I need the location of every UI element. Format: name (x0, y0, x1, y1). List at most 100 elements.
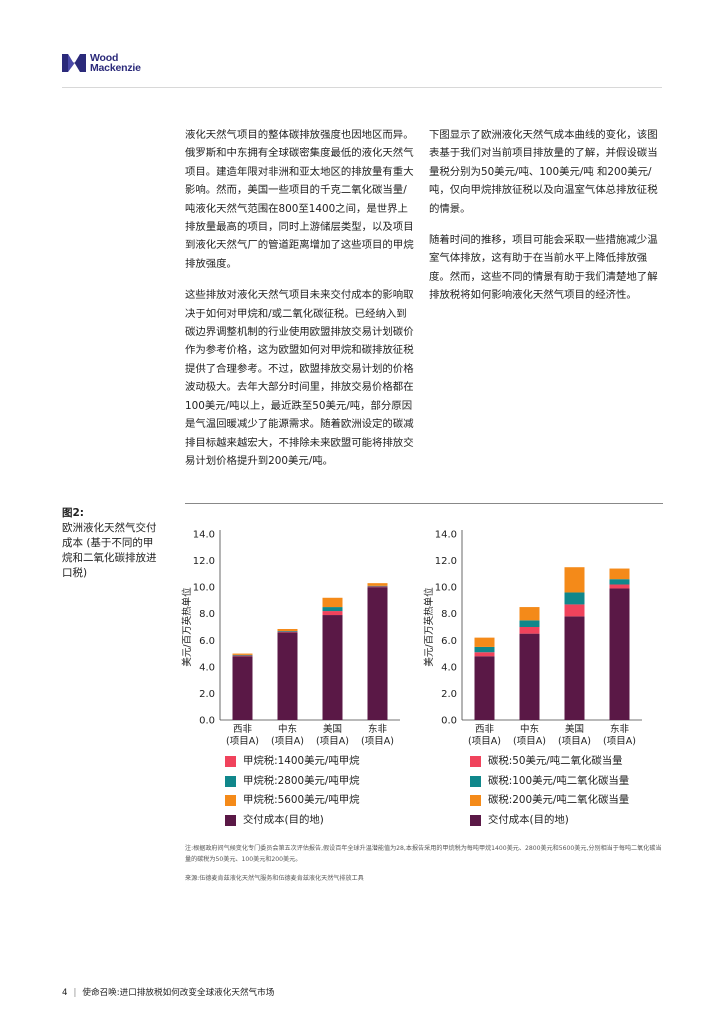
bar-segment (232, 654, 253, 656)
right-text-column: 下图显示了欧洲液化天然气成本曲线的变化，该图表基于我们对当前项目排放量的了解，并… (429, 126, 664, 318)
bar-segment (367, 587, 388, 720)
carbon-tax-chart-svg: 0.02.04.06.08.010.012.014.0美元/百万英热单位西非(项… (423, 530, 642, 747)
y-tick-label: 6.0 (441, 636, 457, 647)
legend-label: 碳税:200美元/吨二氧化碳当量 (488, 794, 630, 806)
figure-number: 图2: (62, 507, 85, 519)
x-tick-label: 西非 (233, 723, 253, 735)
methane-tax-legend: 甲烷税:1400美元/吨甲烷甲烷税:2800美元/吨甲烷甲烷税:5600美元/吨… (225, 752, 360, 830)
y-tick-label: 10.0 (193, 583, 215, 594)
bar-segment (609, 584, 630, 589)
bar-segment (367, 585, 388, 587)
paragraph: 液化天然气项目的整体碳排放强度也因地区而异。俄罗斯和中东拥有全球碳密集度最低的液… (185, 129, 414, 270)
y-tick-label: 4.0 (441, 662, 457, 673)
legend-swatch (470, 814, 481, 826)
legend-swatch (225, 795, 236, 807)
y-tick-label: 8.0 (199, 609, 215, 620)
legend-label: 碳税:100美元/吨二氧化碳当量 (488, 774, 630, 787)
bar-segment (564, 616, 585, 720)
logo-wordmark: Wood Mackenzie (90, 53, 141, 74)
bar-segment (609, 579, 630, 585)
x-tick-label: 中东 (278, 723, 297, 735)
bar-segment (519, 633, 540, 720)
methane-tax-chart: 0.0 2.0 4.0 6.0 8.0 10.0 12.0 14.0 美元/百万英热单位 西非 (项… (170, 524, 410, 754)
figure-divider (185, 503, 663, 504)
paragraph: 随着时间的推移，项目可能会采取一些措施减少温室气体排放，这有助于在当前水平上降低… (429, 234, 658, 302)
bar-segment (232, 653, 253, 655)
x-tick-sublabel: (项目A) (271, 736, 304, 747)
y-tick-label: 12.0 (435, 556, 457, 567)
y-axis-label: 美元/百万英热单位 (423, 587, 435, 667)
bar-segment (519, 620, 540, 627)
figure-source: 来源:伍德麦肯兹液化天然气服务和伍德麦肯兹液化天然气排放工具 (185, 875, 364, 882)
header-divider (62, 87, 662, 88)
y-tick-label: 6.0 (199, 636, 215, 647)
methane-tax-chart-svg: 0.02.04.06.08.010.012.014.0美元/百万英热单位西非(项… (181, 530, 400, 747)
bar-segment (232, 655, 253, 657)
y-tick-label: 0.0 (199, 716, 215, 727)
bar-segment (367, 586, 388, 588)
bar-segment (367, 583, 388, 586)
bar-segment (322, 611, 343, 616)
x-tick-sublabel: (项目A) (558, 736, 591, 747)
legend-item: 甲烷税:1400美元/吨甲烷 (225, 752, 360, 772)
bar-segment (474, 646, 495, 653)
bar-segment (474, 637, 495, 647)
legend-swatch (225, 775, 236, 787)
legend-label: 甲烷税:1400美元/吨甲烷 (243, 755, 360, 767)
page-footer: 4 | 使命召唤:进口排放税如何改变全球液化天然气市场 (62, 988, 275, 998)
bar-segment (277, 628, 298, 631)
x-tick-label: 美国 (565, 723, 584, 735)
figure-label: 图2: 欧洲液化天然气交付成本 (基于不同的甲烷和二氧化碳排放进口税) (62, 506, 158, 581)
figure-caption: 欧洲液化天然气交付成本 (基于不同的甲烷和二氧化碳排放进口税) (62, 522, 157, 579)
x-tick-sublabel: (项目A) (603, 736, 636, 747)
bar-segment (609, 568, 630, 580)
y-tick-label: 0.0 (441, 716, 457, 727)
x-tick-label: 西非 (475, 723, 495, 735)
legend-item: 碳税:50美元/吨二氧化碳当量 (470, 752, 629, 772)
legend-item: 碳税:100美元/吨二氧化碳当量 (470, 772, 629, 792)
bar-segment (564, 567, 585, 593)
legend-label: 碳税:50美元/吨二氧化碳当量 (488, 755, 623, 767)
wood-mackenzie-logo: Wood Mackenzie (62, 52, 141, 74)
bar-segment (322, 597, 343, 608)
bar-segment (564, 592, 585, 605)
x-tick-sublabel: (项目A) (226, 736, 259, 747)
bar-segment (232, 656, 253, 720)
legend-swatch (470, 795, 481, 807)
legend-item: 甲烷税:5600美元/吨甲烷 (225, 791, 360, 811)
x-tick-label: 美国 (323, 723, 342, 735)
x-tick-label: 中东 (520, 723, 539, 735)
bar-segment (519, 607, 540, 621)
paragraph: 这些排放对液化天然气项目未来交付成本的影响取决于如何对甲烷和/或二氧化碳征税。已… (185, 289, 414, 467)
legend-label: 甲烷税:5600美元/吨甲烷 (243, 794, 360, 806)
paragraph: 下图显示了欧洲液化天然气成本曲线的变化，该图表基于我们对当前项目排放量的了解，并… (429, 129, 658, 215)
bar-segment (277, 630, 298, 632)
bar-segment (322, 615, 343, 720)
legend-swatch (470, 775, 481, 787)
y-tick-label: 14.0 (435, 530, 457, 541)
footer-title: 使命召唤:进口排放税如何改变全球液化天然气市场 (82, 988, 275, 998)
x-tick-label: 东非 (610, 723, 630, 735)
y-tick-label: 4.0 (199, 662, 215, 673)
left-text-column: 液化天然气项目的整体碳排放强度也因地区而异。俄罗斯和中东拥有全球碳密集度最低的液… (185, 126, 417, 483)
logo-line-2: Mackenzie (90, 62, 141, 74)
y-tick-label: 2.0 (441, 689, 457, 700)
bar-segment (474, 656, 495, 720)
y-tick-label: 12.0 (193, 556, 215, 567)
bar-segment (519, 627, 540, 634)
bar-segment (277, 632, 298, 720)
legend-item: 交付成本(目的地) (225, 811, 360, 831)
bar-segment (474, 652, 495, 657)
y-axis-label: 美元/百万英热单位 (181, 587, 193, 667)
legend-swatch (470, 756, 481, 768)
x-tick-label: 东非 (368, 723, 388, 735)
x-tick-sublabel: (项目A) (468, 736, 501, 747)
bar-segment (564, 604, 585, 617)
y-tick-label: 8.0 (441, 609, 457, 620)
y-tick-label: 14.0 (193, 530, 215, 541)
legend-item: 甲烷税:2800美元/吨甲烷 (225, 772, 360, 792)
bar-segment (322, 607, 343, 612)
x-tick-sublabel: (项目A) (513, 736, 546, 747)
x-tick-sublabel: (项目A) (361, 736, 394, 747)
legend-label: 交付成本(目的地) (488, 813, 569, 826)
